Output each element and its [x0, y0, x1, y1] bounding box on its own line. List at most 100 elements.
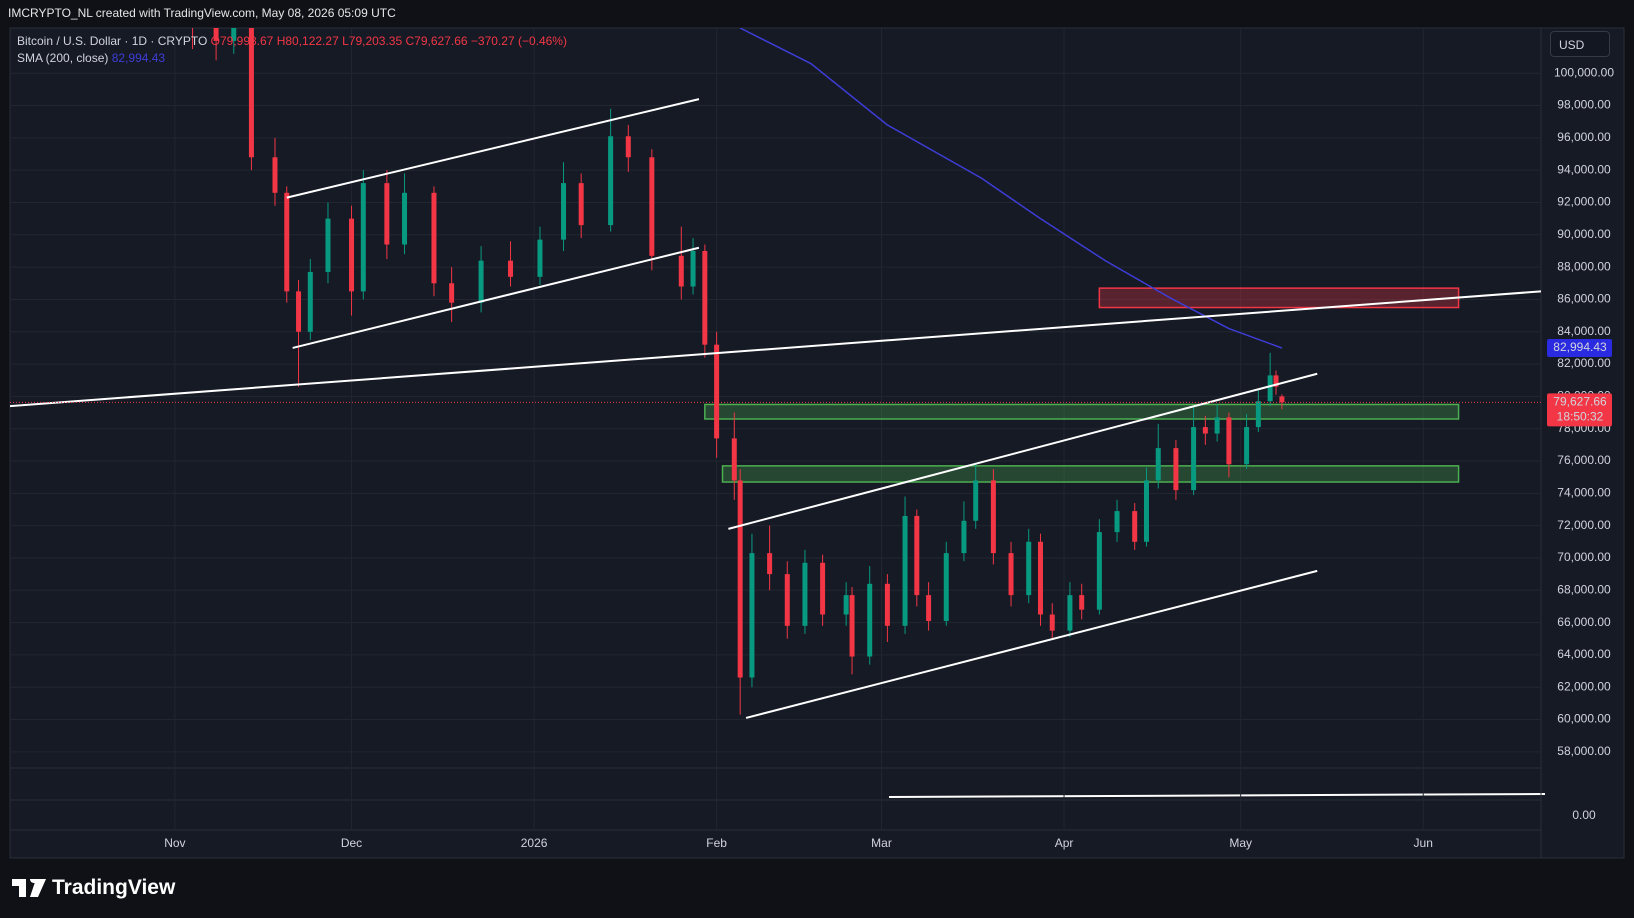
trend-line [745, 569, 1318, 719]
candle-body [307, 271, 313, 332]
y-tick-label: 58,000.00 [1557, 744, 1611, 758]
candle-body [1226, 417, 1232, 465]
candle-body [213, 28, 219, 41]
candle-body [1273, 375, 1279, 387]
legend-row: Bitcoin / U.S. Dollar · 1D · CRYPTO O79,… [17, 33, 567, 50]
candle-body [1079, 595, 1085, 610]
last-price-label: 79,627.66 [1553, 395, 1607, 409]
y-tick-label: 100,000.00 [1554, 65, 1614, 79]
candle-body [360, 183, 366, 292]
candle-body [272, 157, 278, 193]
candle-body [973, 480, 979, 521]
y-tick-label: 88,000.00 [1557, 259, 1611, 273]
candle-body [843, 595, 849, 615]
y-tick-label: 62,000.00 [1557, 679, 1611, 693]
symbol-title: Bitcoin / U.S. Dollar · 1D · CRYPTO [17, 34, 208, 48]
trend-line [292, 246, 700, 349]
lower-pane-tick: 0.00 [1572, 808, 1596, 822]
y-tick-label: 92,000.00 [1557, 195, 1611, 209]
zone [721, 465, 1460, 483]
header-title: IMCRYPTO_NL created with TradingView.com… [8, 6, 396, 20]
legend-row: SMA (200, close) 82,994.43 [17, 50, 567, 67]
y-tick-label: 86,000.00 [1557, 292, 1611, 306]
candle-body [349, 218, 355, 292]
zone [704, 403, 1460, 420]
candle-body [1143, 480, 1149, 542]
candle-body [431, 192, 437, 284]
ohlc-high: H80,122.27 [276, 34, 339, 48]
candle-body [1132, 511, 1138, 542]
candle-body [990, 480, 996, 554]
y-tick-label: 74,000.00 [1557, 485, 1611, 499]
candle-body [867, 583, 873, 657]
candle-body [849, 595, 855, 657]
y-tick-label: 90,000.00 [1557, 227, 1611, 241]
candle-body [702, 250, 708, 345]
ohlc-low: L79,203.35 [342, 34, 403, 48]
last-price-tag [1547, 393, 1612, 427]
candle-body [1173, 448, 1179, 491]
candle-body [325, 218, 331, 272]
candle-body [749, 553, 755, 678]
candle-body [784, 574, 790, 626]
candle-body [284, 192, 290, 292]
trend-line [10, 290, 1541, 408]
y-tick-label: 70,000.00 [1557, 550, 1611, 564]
y-tick-label: 68,000.00 [1557, 582, 1611, 596]
trend-line [286, 98, 700, 199]
candle-body [248, 28, 254, 158]
y-tick-label: 96,000.00 [1557, 130, 1611, 144]
countdown-label: 18:50:32 [1557, 410, 1604, 424]
y-tick-label: 84,000.00 [1557, 324, 1611, 338]
candle-body [649, 157, 655, 256]
x-tick-label: Feb [706, 836, 727, 850]
y-tick-label: 64,000.00 [1557, 647, 1611, 661]
candle-body [690, 250, 696, 287]
x-tick-label: May [1229, 836, 1252, 850]
candle-body [884, 583, 890, 626]
axes: 58,000.00 60,000.00 62,000.00 64,000.00 66,0… [164, 65, 1614, 850]
candle-body [625, 136, 631, 158]
candle-body [1008, 553, 1014, 596]
candle-body [1214, 417, 1220, 434]
ohlc-open: O79,998.67 [210, 34, 274, 48]
y-tick-label: 94,000.00 [1557, 162, 1611, 176]
candle-body [714, 344, 720, 439]
sma-price-tag [1547, 339, 1612, 358]
candle-body [190, 1, 195, 25]
candle-body [231, 28, 237, 41]
candle-body [737, 480, 743, 678]
y-tick-label: 66,000.00 [1557, 615, 1611, 629]
sma-value: 82,994.43 [111, 51, 166, 65]
candle-body [926, 595, 932, 621]
ohlc-close: C79,627.66 [405, 34, 468, 48]
candle-body [1191, 427, 1197, 491]
trend-line [728, 372, 1318, 530]
ohlc-change: −370.27 (−0.46%) [470, 34, 567, 48]
candle-body [578, 183, 584, 226]
sma-price-label: 82,994.43 [1553, 340, 1607, 354]
logo-text: TradingView [52, 876, 176, 899]
candle-body [1279, 396, 1285, 403]
candle-body [802, 562, 808, 626]
candle-body [961, 520, 967, 554]
candle-body [449, 283, 455, 303]
candle-body [608, 136, 614, 226]
candle-body [296, 291, 302, 332]
y-tick-label: 76,000.00 [1557, 453, 1611, 467]
logo-icon [12, 879, 46, 897]
candle-body [678, 255, 684, 287]
candle-body [561, 183, 567, 240]
x-tick-label: 2026 [521, 836, 548, 850]
y-tick-label: 72,000.00 [1557, 518, 1611, 532]
candle-body [731, 438, 737, 481]
candle-body [1096, 532, 1102, 610]
currency-button[interactable]: USD [1550, 31, 1610, 57]
candle-body [1114, 511, 1120, 533]
candle-body [914, 515, 920, 596]
candle-body [478, 260, 484, 303]
candle-body [384, 183, 390, 245]
candle-body [508, 260, 514, 277]
candle-body [1067, 595, 1073, 631]
x-tick-label: Dec [341, 836, 362, 850]
